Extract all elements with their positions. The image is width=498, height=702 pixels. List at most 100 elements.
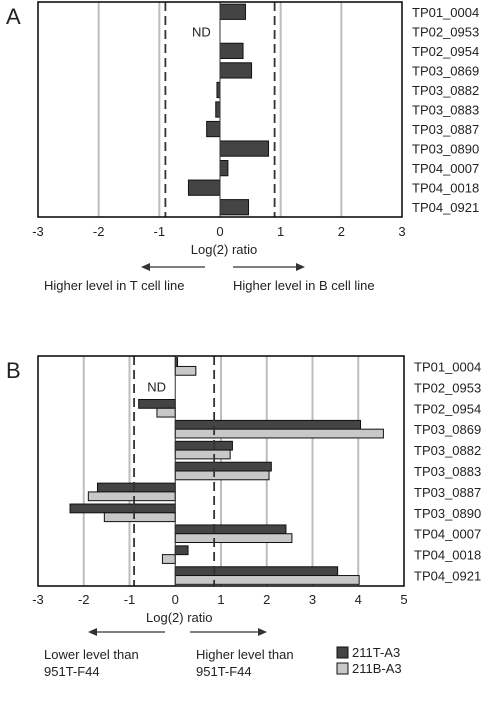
panel-b-tick-labels: -3 -2 -1 0 1 2 3 4 5 xyxy=(32,592,407,607)
bar-tp01-0004 xyxy=(219,3,246,20)
panel-b-left-annotation-line2: 951T-F44 xyxy=(44,664,100,679)
bar-tp03-0890 xyxy=(219,140,270,157)
bar-211b-a3-tp03-0883 xyxy=(174,470,270,481)
panel-a-tick-labels: -3 -2 -1 0 1 2 3 xyxy=(32,224,405,239)
category-label-tp02-0954: TP02_0954 xyxy=(414,401,481,416)
category-label-tp04-0921: TP04_0921 xyxy=(414,569,481,584)
panel-b-nd-label: ND xyxy=(147,379,166,394)
category-label-tp02-0953: TP02_0953 xyxy=(414,380,481,395)
panel-a-nd-label: ND xyxy=(192,24,211,39)
legend-label-211t-a3: 211T-A3 xyxy=(352,645,400,660)
category-label-tp04-0007: TP04_0007 xyxy=(414,527,481,542)
category-label-tp03-0887: TP03_0887 xyxy=(412,122,479,137)
panel-a-threshold-lines xyxy=(164,2,276,217)
category-label-tp03-0887: TP03_0887 xyxy=(414,485,481,500)
category-label-tp03-0883: TP03_0883 xyxy=(414,464,481,479)
tick-label-2: 2 xyxy=(263,592,270,607)
bar-211t-a3-tp03-0890 xyxy=(69,503,176,514)
category-label-tp03-0882: TP03_0882 xyxy=(412,83,479,98)
panel-a-category-labels: TP01_0004 TP02_0953 TP02_0954 TP03_0869 TP03… xyxy=(412,5,479,215)
tick-label-0: 0 xyxy=(172,592,179,607)
tick-label-5: 5 xyxy=(400,592,407,607)
panel-b-threshold-lines xyxy=(133,356,216,586)
panel-a: A ND TP01_0004 TP02_0953 TP02_0954 TP03_086… xyxy=(6,1,479,293)
category-label-tp03-0869: TP03_0869 xyxy=(414,422,481,437)
panel-b-letter: B xyxy=(6,358,21,383)
legend-swatch-211t-a3 xyxy=(336,646,349,659)
bar-211b-a3-tp03-0882 xyxy=(174,449,231,460)
bar-211t-a3-tp02-0954 xyxy=(138,398,176,409)
tick-label--2: -2 xyxy=(93,224,105,239)
bar-211b-a3-tp04-0018 xyxy=(161,554,176,564)
tick-label-0: 0 xyxy=(216,224,223,239)
panel-b-right-arrowhead xyxy=(258,628,267,636)
category-label-tp01-0004: TP01_0004 xyxy=(412,5,479,20)
panel-b: B ND TP01_0004 TP02_0953 TP02_0954 TP03_086… xyxy=(6,355,481,679)
panel-a-gridlines xyxy=(97,2,343,217)
panel-a-right-arrowhead xyxy=(296,263,305,271)
category-label-tp04-0007: TP04_0007 xyxy=(412,161,479,176)
panel-a-left-arrowhead xyxy=(141,263,150,271)
tick-label-3: 3 xyxy=(309,592,316,607)
panel-b-left-arrowhead xyxy=(88,628,97,636)
category-label-tp04-0018: TP04_0018 xyxy=(414,548,481,563)
panel-a-letter: A xyxy=(6,4,21,29)
bar-211t-a3-tp04-0921 xyxy=(174,566,339,577)
tick-label--3: -3 xyxy=(32,224,44,239)
panel-b-left-annotation-line1: Lower level than xyxy=(44,647,139,662)
tick-label-3: 3 xyxy=(398,224,405,239)
panel-b-arrows xyxy=(88,628,267,636)
bar-tp03-0869 xyxy=(219,62,253,79)
category-label-tp03-0869: TP03_0869 xyxy=(412,63,479,78)
tick-label--1: -1 xyxy=(154,224,166,239)
bar-tp02-0954 xyxy=(219,42,244,59)
panel-b-legend: 211T-A3 211B-A3 xyxy=(336,645,402,676)
bar-tp04-0921 xyxy=(219,199,250,216)
category-label-tp04-0921: TP04_0921 xyxy=(412,200,479,215)
bar-211b-a3-tp04-0921 xyxy=(174,575,360,585)
bar-211t-a3-tp03-0887 xyxy=(96,482,176,493)
bar-211t-a3-tp03-0882 xyxy=(174,440,233,451)
bar-211t-a3-tp04-0018 xyxy=(174,545,189,556)
bar-tp03-0883 xyxy=(215,101,221,118)
bar-211t-a3-tp03-0883 xyxy=(174,461,272,472)
panel-b-right-annotation-line1: Higher level than xyxy=(196,647,294,662)
bar-211b-a3-tp03-0887 xyxy=(87,491,176,502)
tick-label-1: 1 xyxy=(277,224,284,239)
bar-211t-a3-tp04-0007 xyxy=(174,524,287,535)
tick-label-1: 1 xyxy=(217,592,224,607)
bar-tp03-0887 xyxy=(206,120,221,138)
panel-b-plot-frame xyxy=(37,355,405,587)
tick-label-2: 2 xyxy=(338,224,345,239)
panel-b-category-labels: TP01_0004 TP02_0953 TP02_0954 TP03_0869 TP03… xyxy=(414,359,481,583)
category-label-tp02-0953: TP02_0953 xyxy=(412,24,479,39)
panel-b-bars xyxy=(69,357,384,585)
legend-label-211b-a3: 211B-A3 xyxy=(352,661,402,676)
legend-swatch-211b-a3 xyxy=(336,662,349,675)
tick-label--1: -1 xyxy=(124,592,136,607)
category-label-tp01-0004: TP01_0004 xyxy=(414,359,481,374)
panel-a-x-axis-label: Log(2) ratio xyxy=(191,242,257,257)
panel-b-right-annotation-line2: 951T-F44 xyxy=(196,664,252,679)
category-label-tp03-0883: TP03_0883 xyxy=(412,103,479,118)
bar-211b-a3-tp03-0869 xyxy=(174,428,384,439)
bar-tp04-0018 xyxy=(187,179,221,196)
category-label-tp03-0882: TP03_0882 xyxy=(414,443,481,458)
panel-a-plot-frame xyxy=(37,1,403,218)
panel-a-arrows xyxy=(141,263,305,271)
category-label-tp03-0890: TP03_0890 xyxy=(414,506,481,521)
panel-a-left-annotation: Higher level in T cell line xyxy=(44,278,184,293)
bar-tp04-0007 xyxy=(219,160,229,177)
category-label-tp04-0018: TP04_0018 xyxy=(412,181,479,196)
bar-211b-a3-tp04-0007 xyxy=(174,533,293,544)
bar-211t-a3-tp03-0869 xyxy=(174,419,362,430)
category-label-tp03-0890: TP03_0890 xyxy=(412,142,479,157)
panel-a-right-annotation: Higher level in B cell line xyxy=(233,278,375,293)
tick-label--2: -2 xyxy=(78,592,90,607)
bar-211b-a3-tp03-0890 xyxy=(103,512,176,523)
tick-label-4: 4 xyxy=(355,592,362,607)
panel-b-x-axis-label: Log(2) ratio xyxy=(146,610,212,625)
tick-label--3: -3 xyxy=(32,592,44,607)
bar-211b-a3-tp01-0004 xyxy=(174,365,197,376)
